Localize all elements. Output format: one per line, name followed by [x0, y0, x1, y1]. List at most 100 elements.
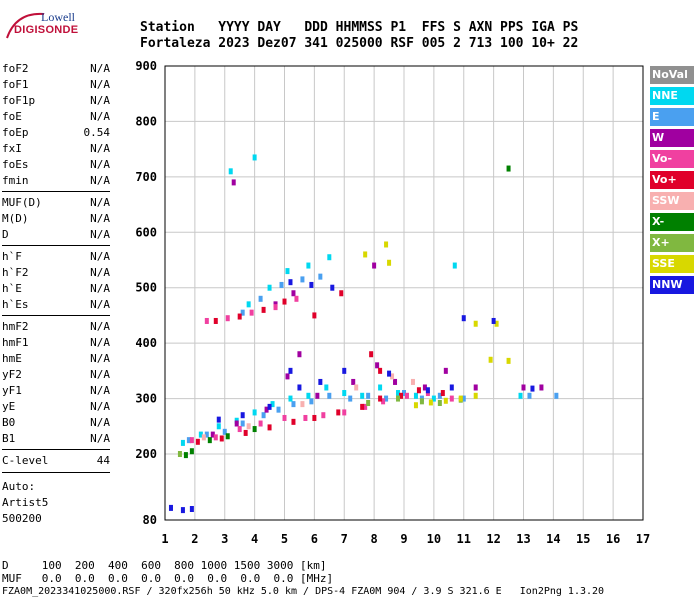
point-e	[258, 295, 263, 302]
point-vo	[312, 414, 317, 421]
y-tick-label: 900	[135, 59, 157, 73]
point-nne	[216, 423, 221, 430]
param-value: N/A	[90, 174, 110, 187]
point-e	[318, 273, 323, 280]
param-name: foF1	[2, 78, 29, 91]
point-nne	[285, 268, 290, 275]
param-name: h`F	[2, 250, 22, 263]
param-separator	[2, 315, 110, 316]
point-sse	[506, 357, 511, 364]
point-x	[189, 448, 194, 455]
point-e	[204, 431, 209, 438]
header-labels: Station YYYY DAY DDD HHMMSS P1 FFS S AXN…	[140, 20, 579, 35]
point-sse	[387, 259, 392, 266]
param-value: N/A	[90, 196, 110, 209]
point-nne	[306, 392, 311, 399]
param-value: N/A	[90, 62, 110, 75]
param-name: foE	[2, 110, 22, 123]
point-nne	[288, 395, 293, 402]
legend-item-nne: NNE	[650, 87, 694, 105]
param-row: hmF2 N/A	[2, 320, 110, 334]
point-ssw	[246, 423, 251, 430]
point-w	[372, 262, 377, 269]
param-row: foEs N/A	[2, 158, 110, 172]
point-nnw	[288, 279, 293, 286]
legend-item-x: X+	[650, 234, 694, 252]
point-nnw	[180, 507, 185, 514]
x-tick-label: 2	[191, 532, 198, 546]
param-row: C-level 44	[2, 454, 110, 468]
point-nne	[246, 301, 251, 308]
point-vo	[440, 390, 445, 397]
point-vo	[189, 437, 194, 444]
y-tick-label: 800	[135, 114, 157, 128]
point-nne	[452, 262, 457, 269]
x-tick-label: 11	[457, 532, 471, 546]
param-name: h`Es	[2, 298, 29, 311]
point-nne	[228, 168, 233, 175]
x-tick-label: 3	[221, 532, 228, 546]
param-row: foF1p N/A	[2, 94, 110, 108]
point-nne	[306, 262, 311, 269]
point-vo	[243, 429, 248, 436]
point-nnw	[342, 367, 347, 374]
point-nne	[396, 390, 401, 397]
point-ssw	[390, 373, 395, 380]
x-tick-label: 13	[516, 532, 530, 546]
point-vo	[360, 403, 365, 410]
point-w	[393, 378, 398, 385]
point-e	[186, 437, 191, 444]
legend-item-vo: Vo-	[650, 150, 694, 168]
plot-frame	[164, 65, 644, 521]
y-tick-label: 300	[135, 392, 157, 406]
point-w	[521, 384, 526, 391]
param-value: N/A	[90, 212, 110, 225]
point-nnw	[318, 378, 323, 385]
param-row: foE N/A	[2, 110, 110, 124]
point-e	[366, 392, 371, 399]
point-ssw	[201, 434, 206, 441]
point-w	[539, 384, 544, 391]
point-x	[396, 395, 401, 402]
y-tick-label: 200	[135, 447, 157, 461]
point-nnw	[216, 416, 221, 423]
point-vo	[363, 403, 368, 410]
point-e	[261, 412, 266, 419]
x-tick-label: 16	[606, 532, 620, 546]
auto-label: Auto:	[2, 480, 36, 493]
param-name: h`E	[2, 282, 22, 295]
x-tick-label: 14	[546, 532, 560, 546]
param-row: h`E N/A	[2, 282, 110, 296]
param-value: 44	[96, 454, 110, 467]
auto-software: Artist5	[2, 496, 49, 509]
param-name: fmin	[2, 174, 29, 187]
param-name: foF2	[2, 62, 29, 75]
point-x	[366, 400, 371, 407]
point-nne	[431, 395, 436, 402]
point-sse	[413, 402, 418, 409]
point-nnw	[309, 281, 314, 288]
point-e	[348, 395, 353, 402]
point-vo	[399, 392, 404, 399]
point-sse	[458, 395, 463, 402]
param-name: yF1	[2, 384, 22, 397]
point-ssw	[300, 401, 305, 408]
point-x	[419, 398, 424, 405]
point-nnw	[267, 403, 272, 410]
param-separator	[2, 449, 110, 450]
x-tick-label: 7	[341, 532, 348, 546]
param-value: N/A	[90, 320, 110, 333]
point-vo	[339, 290, 344, 297]
point-e	[279, 281, 284, 288]
param-name: foEs	[2, 158, 29, 171]
param-name: B0	[2, 416, 16, 429]
point-vo	[225, 315, 230, 322]
point-sse	[473, 320, 478, 327]
point-w	[473, 384, 478, 391]
legend-item-sse: SSE	[650, 255, 694, 273]
point-nne	[180, 439, 185, 446]
point-vo	[282, 414, 287, 421]
header: Station YYYY DAY DDD HHMMSS P1 FFS S AXN…	[140, 20, 578, 52]
param-value: N/A	[90, 400, 110, 413]
point-w	[443, 367, 448, 374]
